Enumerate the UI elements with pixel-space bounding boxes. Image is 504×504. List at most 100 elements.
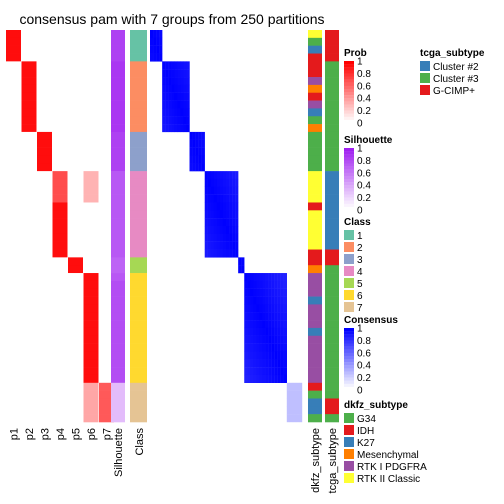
prob-cell xyxy=(37,171,52,180)
consensus-cell xyxy=(232,233,236,242)
legend-silhouette-gradient-step xyxy=(344,206,354,211)
dkfz-cell xyxy=(308,367,322,376)
tcga-cell xyxy=(325,100,339,109)
prob-cell xyxy=(52,139,68,148)
consensus-cell xyxy=(280,351,284,360)
consensus-cell xyxy=(189,163,193,172)
consensus-cell xyxy=(171,77,175,86)
consensus-cell xyxy=(262,374,266,383)
legend-silhouette-gradient-step xyxy=(344,172,354,177)
consensus-cell xyxy=(226,186,230,195)
prob-cell xyxy=(83,131,99,141)
prob-cell xyxy=(37,265,52,274)
consensus-cell xyxy=(265,273,269,282)
consensus-cell xyxy=(213,186,218,195)
prob-cell xyxy=(83,61,99,70)
consensus-cell xyxy=(268,351,272,360)
class-cell xyxy=(130,92,147,101)
consensus-cell xyxy=(150,53,154,62)
consensus-cell xyxy=(177,69,181,78)
legend-consensus-tick: 0.4 xyxy=(357,361,371,372)
prob-cell xyxy=(83,296,99,305)
prob-cell xyxy=(83,249,99,258)
consensus-cell xyxy=(268,304,272,313)
legend-consensus-gradient-step xyxy=(344,374,354,378)
legend-consensus-gradient-step xyxy=(344,371,354,375)
prob-cell xyxy=(37,343,52,352)
consensus-cell xyxy=(271,296,275,305)
legend-prob-gradient-step xyxy=(344,67,354,71)
dkfz-cell xyxy=(308,312,322,321)
legend-prob-gradient-step xyxy=(344,76,354,80)
consensus-cell xyxy=(222,226,227,235)
tcga-cell xyxy=(325,69,339,78)
consensus-cell xyxy=(286,382,291,391)
consensus-cell xyxy=(280,359,284,368)
prob-cell xyxy=(52,304,68,313)
consensus-cell xyxy=(207,218,211,227)
consensus-cell xyxy=(171,108,175,117)
legend-silhouette-tick: 0.8 xyxy=(357,156,371,167)
consensus-cell xyxy=(289,406,294,415)
legend-consensus-gradient-step xyxy=(344,380,354,384)
silhouette-cell xyxy=(111,84,125,94)
consensus-cell xyxy=(271,280,275,289)
legend-prob-gradient-step xyxy=(344,119,354,124)
silhouette-cell xyxy=(111,218,125,227)
legend-consensus-gradient-step xyxy=(344,377,354,381)
dkfz-cell xyxy=(308,116,322,125)
consensus-cell xyxy=(204,226,208,235)
consensus-cell xyxy=(271,343,275,352)
legend-silhouette-tick: 0.6 xyxy=(357,168,371,179)
class-cell xyxy=(130,406,147,415)
prob-cell xyxy=(52,202,68,211)
prob-cell xyxy=(52,163,68,172)
class-cell xyxy=(130,202,147,211)
legend-silhouette-gradient-step xyxy=(344,151,354,155)
consensus-cell xyxy=(232,194,236,203)
consensus-cell xyxy=(174,124,178,133)
class-cell xyxy=(130,343,147,352)
prob-cell xyxy=(68,288,83,297)
consensus-cell xyxy=(271,312,275,321)
legend-dkfz-swatch xyxy=(344,449,354,459)
consensus-cell xyxy=(177,116,181,125)
prob-cell xyxy=(99,218,114,227)
prob-cell xyxy=(21,351,37,360)
legend-prob-gradient-step xyxy=(344,107,354,111)
consensus-cell xyxy=(244,359,248,368)
prob-cell xyxy=(6,406,21,415)
consensus-cell xyxy=(274,359,278,368)
prob-cell xyxy=(99,249,114,258)
prob-cell xyxy=(68,226,83,235)
prob-cell xyxy=(6,210,21,219)
legend-consensus-gradient-step xyxy=(344,355,354,360)
prob-cell xyxy=(6,312,21,321)
dkfz-cell xyxy=(308,359,322,368)
consensus-cell xyxy=(229,210,233,219)
consensus-cell xyxy=(180,100,184,109)
column-label-p5: p5 xyxy=(71,428,83,440)
consensus-cell xyxy=(235,194,239,203)
consensus-cell xyxy=(259,280,263,289)
prob-cell xyxy=(6,77,21,86)
consensus-cell xyxy=(180,108,184,117)
dkfz-cell xyxy=(308,335,322,344)
prob-cell xyxy=(37,351,52,360)
consensus-cell xyxy=(244,367,248,376)
prob-cell xyxy=(6,257,21,266)
legend-prob-tick: 0 xyxy=(357,119,363,130)
silhouette-cell xyxy=(111,37,125,46)
consensus-cell xyxy=(277,288,281,297)
prob-cell xyxy=(83,163,99,172)
consensus-cell xyxy=(226,194,230,203)
prob-cell xyxy=(99,265,114,274)
dkfz-cell xyxy=(308,241,322,250)
legend-silhouette-gradient-step xyxy=(344,194,354,198)
consensus-cell xyxy=(229,233,233,242)
dkfz-cell xyxy=(308,77,322,86)
consensus-cell xyxy=(256,288,260,297)
legend-consensus-gradient-step xyxy=(344,337,354,341)
consensus-cell xyxy=(229,202,233,211)
consensus-cell xyxy=(259,312,263,321)
